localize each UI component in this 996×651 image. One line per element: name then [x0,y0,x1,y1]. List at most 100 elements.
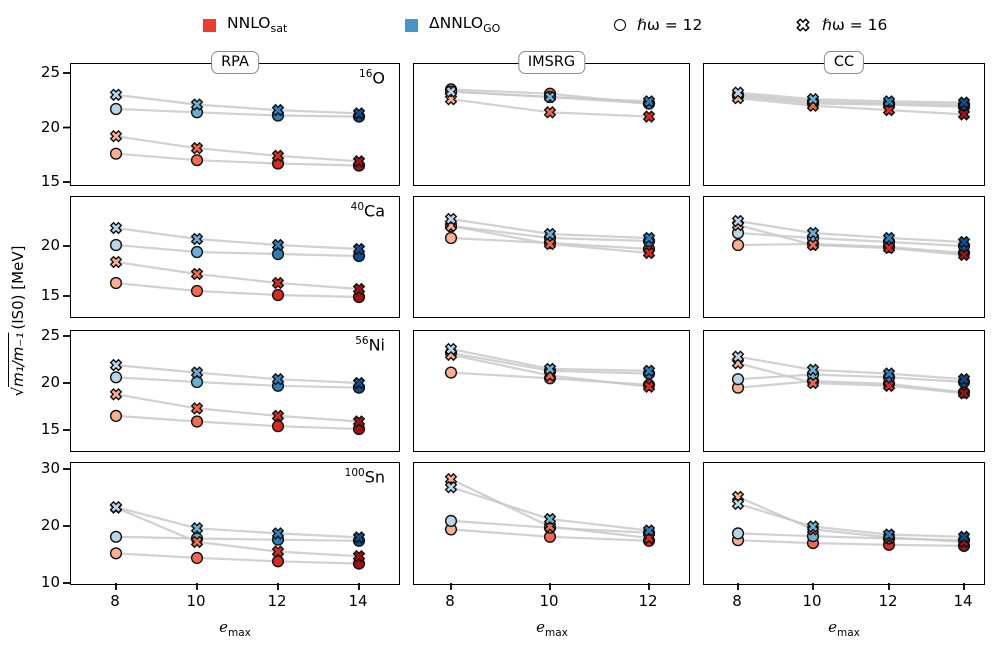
marker-sat16-emax10 [806,376,820,390]
marker-sat12-emax12 [271,288,285,302]
marker-go12-emax10 [190,245,204,259]
marker-go16-emax10 [543,227,557,241]
series-line-go16 [737,219,965,244]
panel-title-IMSRG: IMSRG [517,51,586,75]
marker-go16-emax10 [543,362,557,376]
marker-sat12-emax8 [444,231,458,245]
marker-go12-emax8 [109,371,123,384]
y-tick-label: 25 [40,325,60,344]
x-axis-label-imsrg: emax [536,618,568,639]
legend-item-hw12: ℏω = 12 [614,14,702,36]
panel-100Sn-IMSRG [413,462,690,590]
x-axis-label-cc: emax [828,618,860,639]
nucleus-mass: 100 [344,467,365,479]
nucleus-symbol: Sn [364,467,385,487]
series-line-sat16 [115,135,360,163]
marker-go16-emax12 [642,364,656,378]
series-line-sat12 [115,552,360,565]
y-tick-label: 20 [40,372,60,391]
marker-go16-emax10 [190,98,204,111]
panel-40Ca-RPA [63,196,400,318]
y-tick-label: 20 [40,236,60,254]
marker-go16-emax12 [271,372,285,386]
marker-go16-emax8 [444,480,458,494]
marker-go12-emax8 [731,527,745,540]
series-line-sat16 [115,260,360,291]
nucleus-mass: 16 [359,68,373,80]
marker-go16-emax10 [806,92,820,106]
series-line-go16 [115,93,360,115]
marker-sat16-emax12 [642,246,656,260]
marker-go16-emax10 [806,520,820,533]
nucleus-label-16O: 16O [70,68,385,87]
y-tick-label: 30 [40,458,60,477]
x-tick-label: 12 [638,592,658,610]
marker-sat16-emax8 [109,129,123,143]
marker-sat16-emax12 [642,110,656,123]
series-line-sat12 [737,539,965,547]
marker-sat16-emax10 [190,267,204,281]
marker-sat12-emax8 [109,547,123,560]
series-line-go12 [115,107,360,118]
x-marker-icon [796,18,810,32]
marker-go16-emax12 [271,103,285,117]
marker-go16-emax12 [882,367,896,380]
nucleus-symbol: Ca [364,201,385,221]
nucleus-label-100Sn: 100Sn [70,467,385,486]
series-line-go12 [115,376,360,389]
legend-item-dnnlogo: ΔNNLOGO [405,14,500,36]
series-line-sat16 [115,506,360,558]
panel-100Sn-CC [703,462,985,590]
marker-sat16-emax14 [957,248,971,262]
panel-title-CC: CC [823,51,865,75]
series-line-sat12 [737,94,965,108]
series-line-go16 [737,502,965,538]
series-line-sat16 [737,362,965,395]
x-tick-label: 12 [878,592,898,610]
marker-sat16-emax14 [957,108,971,121]
marker-go16-emax14 [957,372,971,386]
x-tick-label: 10 [186,592,206,610]
x-tick-label: 10 [539,592,559,610]
y-tick-label: 15 [40,419,60,438]
marker-go16-emax12 [642,231,656,245]
series-line-go16 [115,226,360,251]
series-line-sat12 [115,281,360,299]
marker-go12-emax8 [731,373,745,386]
marker-go16-emax8 [731,350,745,363]
y-tick-label: 25 [40,63,60,82]
legend-label-nnlosat: NNLOsat [227,14,288,36]
marker-sat12-emax10 [190,154,204,167]
panel-16O-RPA [63,63,400,186]
marker-go16-emax8 [109,88,123,102]
marker-go16-emax10 [543,512,557,526]
x-tick-label: 14 [348,592,368,610]
marker-go16-emax14 [957,96,971,109]
marker-go16-emax14 [957,530,971,544]
marker-sat16-emax12 [271,545,285,558]
series-line-go16 [737,91,965,104]
marker-sat16-emax14 [352,282,366,296]
panel-16O-IMSRG [413,63,690,186]
x-axis-label-rpa: emax [219,618,251,639]
panel-56Ni-CC [703,330,985,452]
marker-go12-emax8 [109,238,123,252]
dnnlogo-swatch-icon [405,18,418,32]
series-line-go16 [115,506,360,539]
marker-go16-emax10 [190,232,204,246]
marker-go16-emax14 [352,242,366,256]
marker-go16-emax8 [444,85,458,98]
nucleus-symbol: Ni [368,335,385,355]
marker-sat12-emax8 [109,409,123,423]
marker-go16-emax12 [271,238,285,252]
legend-label-hw16: ℏω = 16 [822,16,888,34]
nucleus-label-56Ni: 56Ni [70,335,385,354]
series-line-sat12 [737,379,965,394]
series-line-go16 [737,355,965,381]
marker-sat16-emax8 [109,388,123,401]
panel-40Ca-IMSRG [413,196,690,318]
marker-sat12-emax12 [271,420,285,433]
marker-sat16-emax14 [352,155,366,168]
marker-go12-emax8 [109,530,123,543]
marker-sat12-emax8 [731,238,745,252]
